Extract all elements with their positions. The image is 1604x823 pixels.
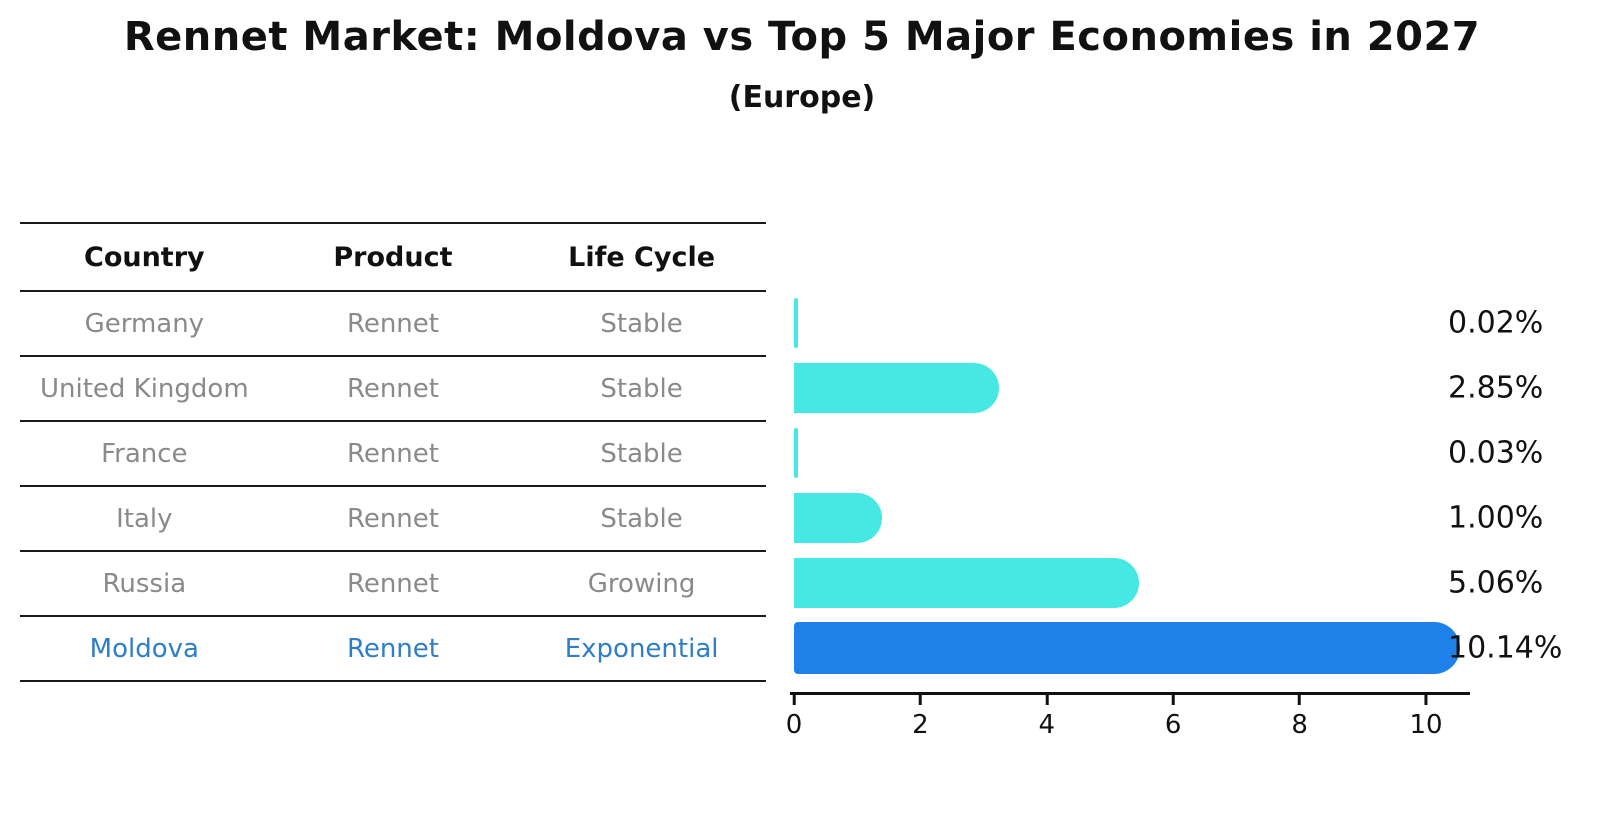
bar-russia [794,558,1139,608]
tick-label: 10 [1409,710,1443,740]
bar-value-label: 5.06% [1448,565,1544,601]
data-table: Country Product Life Cycle Germany Renne… [20,222,766,682]
col-header-life-cycle: Life Cycle [568,241,716,273]
tick-mark [1424,695,1428,705]
tick-label: 2 [912,710,929,740]
table-row: Russia Rennet Growing [20,552,766,617]
bar-row-russia: 5.06% [794,558,1604,608]
cell-life-cycle: Stable [600,373,683,404]
table-header-row: Country Product Life Cycle [20,222,766,292]
bar-row-italy: 1.00% [794,493,1604,543]
bar-row-moldova: 10.14% [794,622,1604,674]
tick-mark [1045,695,1049,705]
x-axis-tick: 0 [785,695,803,740]
tick-label: 6 [1164,710,1182,740]
bar-germany [794,298,798,348]
cell-country: Italy [116,503,173,534]
tick-mark [792,695,796,705]
x-axis-tick: 2 [912,695,929,740]
bar-italy [794,493,883,543]
x-axis-line [790,692,1470,695]
bar-value-label: 0.02% [1448,305,1544,341]
cell-product: Rennet [346,373,439,404]
table-row: France Rennet Stable [20,422,766,487]
tick-label: 4 [1038,710,1056,740]
x-axis-tick: 6 [1164,695,1182,740]
chart-title: Rennet Market: Moldova vs Top 5 Major Ec… [123,14,1481,60]
bar-row-france: 0.03% [794,428,1604,478]
bar-row-united-kingdom: 2.85% [794,363,1604,413]
bar-row-germany: 0.02% [794,298,1604,348]
tick-mark [1298,695,1302,705]
table-row: Italy Rennet Stable [20,487,766,552]
bar-value-label: 0.03% [1448,435,1544,471]
cell-country: France [101,438,188,469]
bar-united-kingdom [794,363,1000,413]
cell-product: Rennet [346,633,439,664]
table-row: Germany Rennet Stable [20,292,766,357]
col-header-product: Product [333,241,453,273]
cell-country: Russia [102,568,187,599]
cell-life-cycle: Exponential [564,633,719,664]
cell-product: Rennet [346,503,439,534]
tick-mark [918,695,922,705]
table-row: United Kingdom Rennet Stable [20,357,766,422]
cell-country: Moldova [89,633,199,664]
bar-france [794,428,798,478]
cell-life-cycle: Stable [600,503,683,534]
bar-value-label: 1.00% [1448,500,1544,536]
cell-country: United Kingdom [39,373,249,404]
bar-value-label: 2.85% [1448,370,1544,406]
tick-label: 8 [1291,710,1308,740]
cell-product: Rennet [346,568,439,599]
x-axis-tick: 4 [1038,695,1056,740]
col-header-country: Country [84,241,205,273]
x-axis-tick: 8 [1291,695,1308,740]
cell-life-cycle: Stable [600,438,683,469]
cell-product: Rennet [346,308,439,339]
x-axis-tick: 10 [1409,695,1443,740]
cell-product: Rennet [346,438,439,469]
cell-country: Germany [84,308,205,339]
tick-mark [1171,695,1175,705]
cell-life-cycle: Stable [600,308,683,339]
table-row-moldova: Moldova Rennet Exponential [20,617,766,682]
tick-label: 0 [785,710,803,740]
bar-moldova [794,622,1460,674]
chart-subtitle: (Europe) [728,80,876,115]
bar-value-label: 10.14% [1448,630,1563,666]
cell-life-cycle: Growing [587,568,696,599]
